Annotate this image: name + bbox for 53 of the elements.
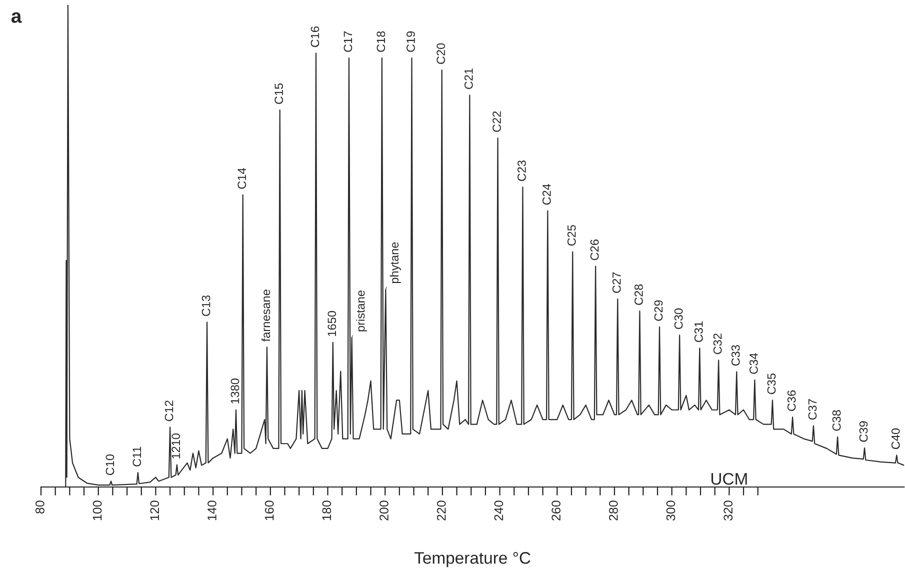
x-axis-title: Temperature °C (414, 552, 530, 568)
annotation: C19 (406, 31, 415, 52)
annotation: C26 (590, 240, 599, 260)
annotation: C15 (274, 83, 284, 104)
annotation: C39 (859, 421, 868, 442)
annotation: C28 (634, 284, 643, 305)
x-tick-label: 100 (92, 500, 102, 520)
annotation: 1380 (230, 378, 240, 404)
x-tick-label: 200 (380, 500, 388, 520)
annotation: C10 (106, 454, 114, 476)
annotation: C16 (310, 26, 320, 48)
annotation: C37 (808, 399, 817, 420)
text: a (11, 12, 22, 23)
x-tick-label: 280 (608, 500, 618, 520)
annotation: UCM (711, 472, 747, 485)
x-tick-label: 240 (494, 500, 504, 520)
annotation: C30 (674, 308, 683, 330)
annotation: C35 (767, 374, 776, 394)
annotation: C32 (713, 334, 722, 354)
annotation: C22 (492, 111, 501, 132)
annotation: C40 (891, 428, 900, 450)
annotation: 1210 (172, 433, 180, 458)
annotation: C34 (750, 353, 758, 374)
x-tick-label: 260 (552, 500, 560, 520)
annotation: farnesane (261, 290, 270, 342)
annotation: C12 (164, 400, 174, 422)
annotation: C31 (694, 322, 703, 342)
x-tick-label: 120 (150, 500, 160, 520)
x-tick-label: 320 (724, 500, 733, 521)
annotation: C24 (542, 184, 551, 205)
x-tick-label: 220 (436, 500, 446, 520)
annotation: C36 (787, 390, 796, 411)
x-tick-label: 180 (322, 500, 332, 520)
annotation: C38 (832, 410, 841, 431)
x-tick-label: 140 (208, 500, 216, 520)
annotation: C29 (654, 300, 663, 321)
annotation: C21 (464, 68, 473, 89)
annotation: C27 (612, 272, 621, 293)
annotation: C14 (238, 168, 246, 189)
annotation: pristane (356, 290, 368, 332)
annotation: C33 (731, 345, 740, 366)
annotation: C18 (376, 31, 386, 52)
annotation: phytane (390, 242, 401, 284)
annotation: C17 (344, 31, 352, 52)
x-tick-label: 300 (666, 500, 676, 521)
annotation: C25 (567, 225, 576, 246)
annotation: 1650 (328, 311, 336, 336)
annotation: C23 (518, 160, 526, 182)
annotation: C20 (436, 43, 446, 64)
x-tick-label: 160 (264, 500, 274, 520)
annotation: C13 (202, 295, 210, 316)
annotation: C11 (132, 446, 142, 466)
x-tick-label: 80 (36, 500, 44, 514)
